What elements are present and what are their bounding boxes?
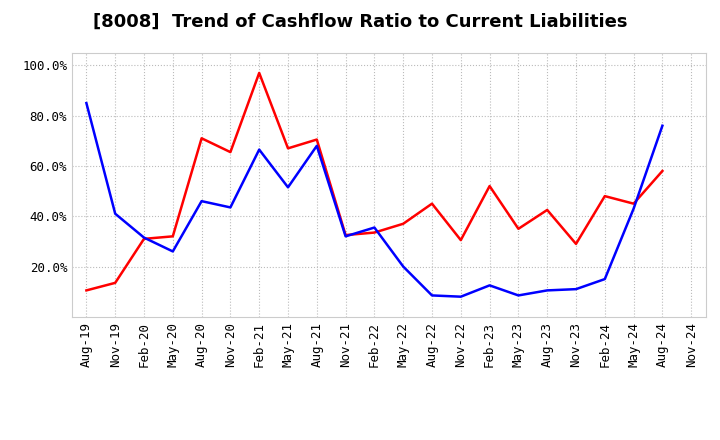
Operating CF to Current Liabilities [543, 207, 552, 213]
Free CF to Current Liabilities [312, 143, 321, 148]
Operating CF to Current Liabilities [456, 238, 465, 243]
Operating CF to Current Liabilities [284, 146, 292, 151]
Free CF to Current Liabilities [226, 205, 235, 210]
Free CF to Current Liabilities [456, 294, 465, 299]
Free CF to Current Liabilities [629, 206, 638, 211]
Operating CF to Current Liabilities [399, 221, 408, 227]
Line: Free CF to Current Liabilities: Free CF to Current Liabilities [86, 103, 662, 297]
Legend: Operating CF to Current Liabilities, Free CF to Current Liabilities: Operating CF to Current Liabilities, Fre… [107, 435, 671, 440]
Free CF to Current Liabilities [111, 211, 120, 216]
Operating CF to Current Liabilities [600, 194, 609, 199]
Free CF to Current Liabilities [370, 225, 379, 230]
Text: [8008]  Trend of Cashflow Ratio to Current Liabilities: [8008] Trend of Cashflow Ratio to Curren… [93, 13, 627, 31]
Operating CF to Current Liabilities [572, 241, 580, 246]
Free CF to Current Liabilities [341, 234, 350, 239]
Operating CF to Current Liabilities [226, 150, 235, 155]
Free CF to Current Liabilities [399, 264, 408, 269]
Free CF to Current Liabilities [543, 288, 552, 293]
Free CF to Current Liabilities [485, 283, 494, 288]
Free CF to Current Liabilities [572, 286, 580, 292]
Operating CF to Current Liabilities [312, 137, 321, 142]
Free CF to Current Liabilities [658, 123, 667, 128]
Line: Operating CF to Current Liabilities: Operating CF to Current Liabilities [86, 73, 662, 290]
Operating CF to Current Liabilities [485, 183, 494, 189]
Free CF to Current Liabilities [428, 293, 436, 298]
Operating CF to Current Liabilities [341, 232, 350, 238]
Operating CF to Current Liabilities [140, 236, 148, 242]
Free CF to Current Liabilities [255, 147, 264, 152]
Free CF to Current Liabilities [284, 185, 292, 190]
Free CF to Current Liabilities [82, 100, 91, 106]
Operating CF to Current Liabilities [428, 201, 436, 206]
Operating CF to Current Liabilities [168, 234, 177, 239]
Operating CF to Current Liabilities [82, 288, 91, 293]
Operating CF to Current Liabilities [629, 201, 638, 206]
Operating CF to Current Liabilities [514, 226, 523, 231]
Free CF to Current Liabilities [140, 235, 148, 240]
Operating CF to Current Liabilities [370, 230, 379, 235]
Free CF to Current Liabilities [168, 249, 177, 254]
Operating CF to Current Liabilities [658, 169, 667, 174]
Operating CF to Current Liabilities [111, 280, 120, 286]
Free CF to Current Liabilities [600, 276, 609, 282]
Operating CF to Current Liabilities [197, 136, 206, 141]
Free CF to Current Liabilities [197, 198, 206, 204]
Free CF to Current Liabilities [514, 293, 523, 298]
Operating CF to Current Liabilities [255, 70, 264, 76]
